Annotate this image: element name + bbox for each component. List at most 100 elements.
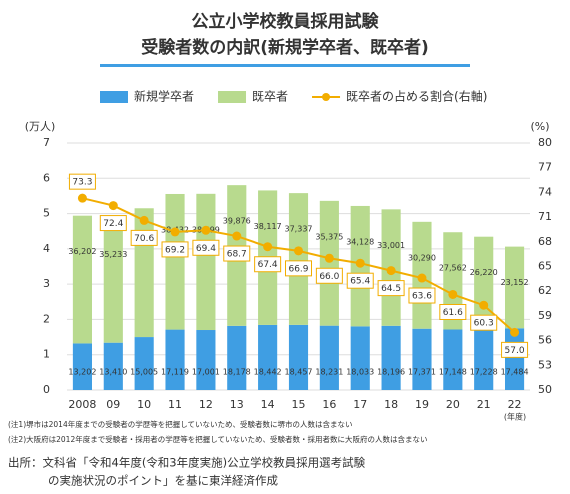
- y-tick-label: 3: [43, 277, 50, 290]
- chart-title: 公立小学校教員採用試験: [192, 11, 380, 32]
- x-tick-label: 09: [106, 398, 120, 411]
- x-tick-label: 15: [292, 398, 306, 411]
- data-label: 38,117: [254, 222, 282, 231]
- bar: [443, 329, 463, 390]
- y2-tick-label: 50: [538, 383, 552, 396]
- data-label: 68.7: [227, 250, 247, 260]
- bar: [474, 329, 494, 390]
- data-label: 65.4: [350, 277, 370, 287]
- data-label: 23,152: [501, 278, 529, 287]
- y2-tick-label: 74: [538, 185, 552, 198]
- data-label: 34,128: [346, 237, 374, 246]
- line-marker: [232, 231, 242, 241]
- bar: [288, 324, 309, 390]
- y-tick-label: 1: [43, 348, 50, 361]
- data-label: 17,228: [470, 368, 498, 377]
- data-label: 70.6: [134, 234, 154, 244]
- data-label: 17,371: [408, 368, 436, 377]
- data-label: 69.4: [196, 244, 216, 254]
- note: (注1)堺市は2014年度までの受験者の学歴等を把握していないため、受験者数に堺…: [8, 419, 352, 429]
- x-axis-label: (年度): [504, 412, 526, 422]
- y-axis-label: (万人): [25, 120, 56, 133]
- data-label: 37,337: [285, 225, 313, 234]
- legend-swatch: [100, 91, 128, 103]
- data-label: 18,231: [315, 368, 343, 377]
- data-label: 73.3: [72, 178, 92, 188]
- x-tick-label: 22: [508, 398, 522, 411]
- line-marker: [417, 273, 427, 283]
- line-marker: [510, 327, 520, 337]
- bar: [474, 236, 494, 330]
- y2-tick-label: 53: [538, 358, 552, 371]
- bar: [165, 193, 185, 330]
- data-label: 33,001: [377, 241, 405, 250]
- bar: [103, 218, 123, 343]
- bar: [288, 193, 309, 325]
- data-label: 39,876: [223, 217, 251, 226]
- line-marker: [263, 242, 273, 252]
- y-tick-label: 6: [43, 171, 50, 184]
- y2-tick-label: 56: [538, 334, 552, 347]
- data-label: 18,196: [377, 368, 405, 377]
- label-box: [377, 280, 405, 297]
- y2-tick-label: 59: [538, 309, 552, 322]
- line-marker: [448, 289, 458, 299]
- bar: [72, 343, 93, 390]
- y2-tick-label: 62: [538, 284, 552, 297]
- data-label: 66.9: [288, 264, 308, 274]
- data-label: 26,220: [470, 268, 498, 277]
- data-label: 66.0: [319, 272, 339, 282]
- data-label: 18,033: [346, 368, 374, 377]
- y-tick-label: 0: [43, 383, 50, 396]
- bar: [319, 200, 339, 326]
- legend-swatch: [218, 91, 247, 103]
- note: (注2)大阪府は2012年度まで受験者・採用者の学歴等を把握していないため、受験…: [8, 434, 427, 444]
- y-tick-label: 4: [43, 242, 50, 255]
- data-label: 17,484: [501, 368, 529, 377]
- source: の実施状況のポイント」を基に東洋経済作成: [48, 474, 278, 488]
- bar: [134, 337, 154, 390]
- label-box: [285, 260, 312, 277]
- chart-subtitle: 受験者数の内訳(新規学卒者、既卒者): [141, 37, 429, 58]
- x-tick-label: 17: [353, 398, 367, 411]
- x-tick-label: 10: [137, 398, 151, 411]
- line-marker: [386, 266, 396, 276]
- data-label: 72.4: [103, 219, 123, 229]
- bar: [381, 325, 401, 390]
- data-label: 61.6: [443, 308, 463, 318]
- bar: [196, 330, 216, 390]
- bar: [165, 329, 185, 390]
- data-label: 18,442: [254, 368, 282, 377]
- y-tick-label: 7: [43, 136, 50, 149]
- label-box: [501, 341, 529, 358]
- line-marker: [294, 246, 303, 256]
- y2-tick-label: 77: [538, 161, 552, 174]
- x-tick-label: 20: [446, 398, 460, 411]
- data-label: 64.5: [381, 284, 401, 294]
- data-label: 67.4: [258, 260, 278, 270]
- data-label: 60.3: [474, 319, 494, 329]
- legend-marker: [322, 93, 331, 101]
- data-label: 13,410: [99, 368, 127, 377]
- legend-label: 新規学卒者: [134, 89, 194, 104]
- label-box: [470, 314, 498, 331]
- line-marker: [355, 258, 365, 268]
- data-label: 15,005: [130, 368, 158, 377]
- title-underline: [100, 64, 470, 67]
- x-tick-label: 2008: [68, 398, 96, 411]
- label-box: [192, 239, 220, 256]
- data-label: 63.6: [412, 292, 432, 302]
- y2-tick-label: 80: [538, 136, 552, 149]
- y-tick-label: 5: [43, 207, 50, 220]
- label-box: [439, 303, 467, 320]
- line-marker: [170, 227, 180, 237]
- bar: [103, 342, 123, 390]
- bar: [504, 328, 525, 390]
- bar: [196, 193, 216, 331]
- label-box: [68, 173, 96, 190]
- label-box: [346, 272, 374, 289]
- x-tick-label: 11: [168, 398, 182, 411]
- bar: [72, 215, 93, 344]
- line-marker: [479, 300, 489, 310]
- x-tick-label: 14: [261, 398, 275, 411]
